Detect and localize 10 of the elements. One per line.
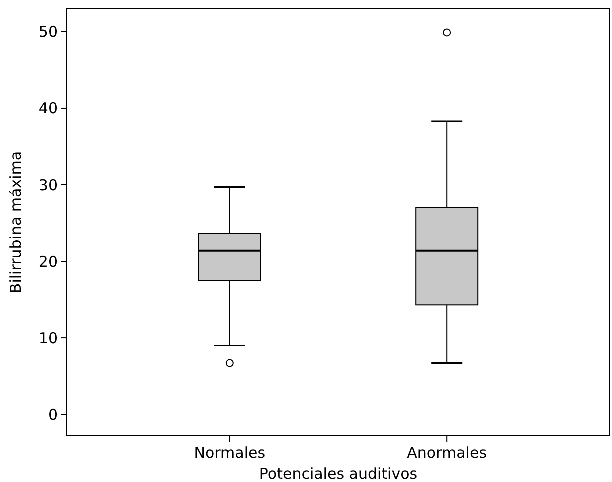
x-tick-label: Anormales: [407, 444, 488, 462]
y-tick-label: 10: [38, 329, 58, 348]
y-tick-label: 40: [38, 100, 58, 118]
y-axis-title: Bilirrubina máxima: [7, 151, 25, 294]
y-tick-label: 20: [38, 252, 58, 271]
y-tick-label: 30: [38, 176, 58, 194]
x-tick-label: Normales: [194, 444, 266, 462]
y-tick-label: 0: [48, 406, 58, 424]
y-tick-label: 50: [38, 23, 58, 42]
x-axis-title: Potenciales auditivos: [259, 465, 418, 482]
